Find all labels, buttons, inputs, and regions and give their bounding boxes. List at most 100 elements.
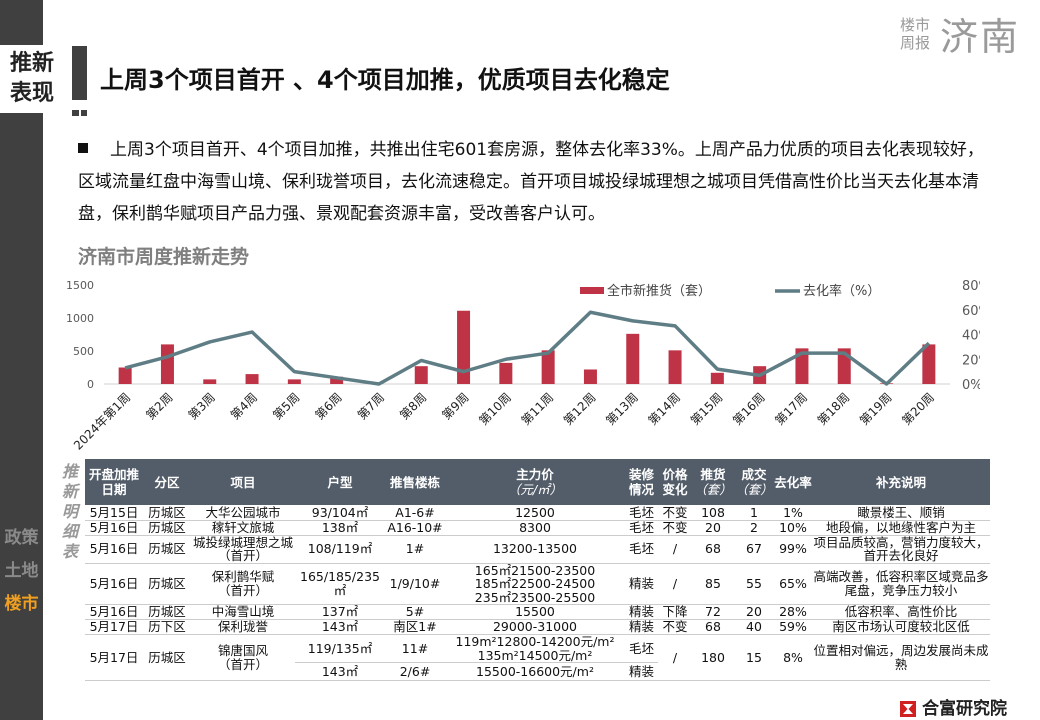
price-line: 13200-13500 bbox=[492, 541, 578, 557]
cell-price: 8300 bbox=[445, 520, 625, 536]
x-tick-label: 第16周 bbox=[730, 390, 768, 428]
cell-building: 11# bbox=[385, 634, 445, 663]
brand-logo: 楼市 周报 济南 bbox=[900, 6, 1020, 61]
project-name: 保利鹊华赋 bbox=[211, 569, 275, 585]
cell-price: 29000-31000 bbox=[445, 619, 625, 635]
cell-type: 93/104㎡ bbox=[295, 505, 385, 521]
project-sub: （首开） bbox=[217, 548, 268, 563]
cell-rate: 59% bbox=[774, 619, 812, 635]
bar-supply bbox=[457, 310, 471, 384]
cell-project: 保利珑誉 bbox=[191, 619, 295, 635]
cell-building: A16-10# bbox=[385, 520, 445, 536]
bar-supply bbox=[414, 366, 428, 384]
x-tick-label: 第19周 bbox=[857, 390, 895, 428]
right-tick-label: 60% bbox=[962, 304, 980, 319]
table-row: 5月15日 历城区 大华公园城市 93/104㎡ A1-6# 12500 毛坯 不变 108 1 1… bbox=[85, 505, 990, 521]
table-row: 5月16日 历城区 中海雪山境 137㎡ 5# 15500 精装 下降 72 20 28% 低容积率、… bbox=[85, 604, 990, 620]
summary-paragraph: 上周3个项目首开、4个项目加推，共推出住宅601套房源，整体去化率33%。上周产… bbox=[78, 134, 988, 230]
side-nav: 政策 土地 楼市 bbox=[0, 528, 43, 627]
brand-small: 楼市 bbox=[899, 15, 930, 34]
col-project: 项目 bbox=[191, 459, 295, 505]
x-tick-label: 第3周 bbox=[186, 390, 218, 422]
cell-price: 119m²12800-14200元/m² 135m²14500元/m² bbox=[445, 634, 625, 663]
project-name: 稼轩文旅城 bbox=[211, 520, 275, 535]
col-deco: 装修情况 bbox=[625, 459, 658, 505]
cell-building: 1# bbox=[385, 535, 445, 564]
logo-text: 合富研究院 bbox=[922, 699, 1007, 719]
project-name: 锦唐国风 bbox=[217, 643, 268, 658]
cell-note: 位置相对偏远，周边发展尚未成熟 bbox=[812, 634, 990, 681]
cell-district: 历城区 bbox=[143, 520, 191, 536]
cell-change: 不变 bbox=[658, 505, 692, 521]
side-nav-land[interactable]: 土地 bbox=[4, 561, 39, 581]
x-tick-label: 第18周 bbox=[815, 390, 853, 428]
cell-supply: 85 bbox=[692, 563, 734, 605]
chart-title: 济南市周度推新走势 bbox=[78, 246, 250, 268]
bar-supply bbox=[626, 333, 640, 384]
supply-detail-table: 开盘加推日期 分区 项目 户型 推售楼栋 主力价 （元/㎡） 装修情况 价格变化 … bbox=[85, 459, 990, 681]
cell-district: 历下区 bbox=[143, 619, 191, 635]
cell-deco: 精装 bbox=[625, 662, 658, 681]
line-sell-through-rate bbox=[124, 310, 931, 386]
weekly-supply-chart: 0 500 1000 1500 0% 20% 40% 60% 80% 2024年第1周第2周第3周… bbox=[66, 279, 980, 453]
cell-district: 历城区 bbox=[143, 563, 191, 605]
table-row: 5月16日 历城区 保利鹊华赋 （首开） 165/185/235㎡ 1/9/10# 165㎡… bbox=[85, 563, 990, 605]
col-supply-unit: （套） bbox=[694, 482, 732, 497]
cell-supply: 68 bbox=[692, 535, 734, 564]
left-tick-label: 0 bbox=[87, 378, 94, 391]
cell-type: 138㎡ bbox=[295, 520, 385, 536]
project-sub: （首开） bbox=[217, 582, 268, 598]
x-tick-label: 第5周 bbox=[270, 390, 302, 422]
bar-supply bbox=[583, 369, 597, 384]
cell-type: 137㎡ bbox=[295, 604, 385, 620]
x-tick-label: 第14周 bbox=[645, 390, 683, 428]
bar-supply bbox=[499, 362, 513, 384]
x-tick-label: 第8周 bbox=[397, 390, 429, 422]
price-line: 165㎡21500-23500 bbox=[474, 563, 596, 578]
cell-deal: 40 bbox=[734, 619, 774, 635]
col-price-label: 主力价 bbox=[516, 467, 554, 482]
right-tick-label: 40% bbox=[962, 329, 980, 344]
cell-date: 5月15日 bbox=[85, 505, 143, 521]
col-date: 开盘加推日期 bbox=[85, 459, 143, 505]
col-supply: 推货 （套） bbox=[692, 459, 734, 505]
table-side-label: 推新明细表 bbox=[62, 462, 79, 561]
cell-district: 历城区 bbox=[143, 505, 191, 521]
table-row: 5月17日 历城区 锦唐国风 （首开） 119/135㎡ 11# 119m²12800-14… bbox=[85, 634, 990, 681]
cell-building: 南区1# bbox=[385, 619, 445, 635]
cell-supply: 68 bbox=[692, 619, 734, 635]
cell-deal: 67 bbox=[734, 535, 774, 564]
cell-change: 不变 bbox=[658, 619, 692, 635]
cell-date: 5月17日 bbox=[85, 619, 143, 635]
cell-change: 不变 bbox=[658, 520, 692, 536]
cell-deal: 2 bbox=[734, 520, 774, 536]
right-tick-label: 20% bbox=[962, 353, 980, 368]
left-tick-label: 500 bbox=[73, 345, 94, 358]
x-tick-label: 第17周 bbox=[772, 390, 810, 428]
cell-building: 2/6# bbox=[385, 662, 445, 681]
x-tick-label: 第7周 bbox=[355, 390, 387, 422]
left-tick-label: 1500 bbox=[66, 279, 94, 292]
col-supply-label: 推货 bbox=[700, 467, 726, 482]
project-name: 城投绿城理想之城 bbox=[192, 535, 293, 550]
brand-small: 周报 bbox=[899, 33, 930, 52]
x-tick-label: 2024年第1周 bbox=[71, 390, 133, 452]
cell-deco: 毛坯 bbox=[625, 634, 658, 663]
company-logo: 合富研究院 bbox=[900, 700, 1007, 718]
bullet-icon bbox=[78, 143, 88, 153]
cell-date: 5月16日 bbox=[85, 604, 143, 620]
side-nav-market[interactable]: 楼市 bbox=[4, 594, 39, 614]
legend-bar-label: 全市新推货（套） bbox=[607, 283, 711, 299]
page-title: 上周3个项目首开 、4个项目加推，优质项目去化稳定 bbox=[100, 66, 670, 94]
brand-city: 济南 bbox=[939, 15, 1020, 59]
price-line: 135m²14500元/m² bbox=[477, 647, 593, 663]
cell-building: A1-6# bbox=[385, 505, 445, 521]
right-tick-label: 0% bbox=[962, 378, 980, 393]
price-line: 12500 bbox=[515, 505, 555, 520]
cell-type: 143㎡ bbox=[295, 619, 385, 635]
bar-supply bbox=[795, 348, 809, 384]
bar-supply bbox=[160, 344, 174, 384]
cell-note: 地段偏，以地缘性客户为主 bbox=[812, 520, 990, 536]
side-nav-policy[interactable]: 政策 bbox=[4, 528, 39, 548]
col-deal: 成交 （套） bbox=[734, 459, 774, 505]
